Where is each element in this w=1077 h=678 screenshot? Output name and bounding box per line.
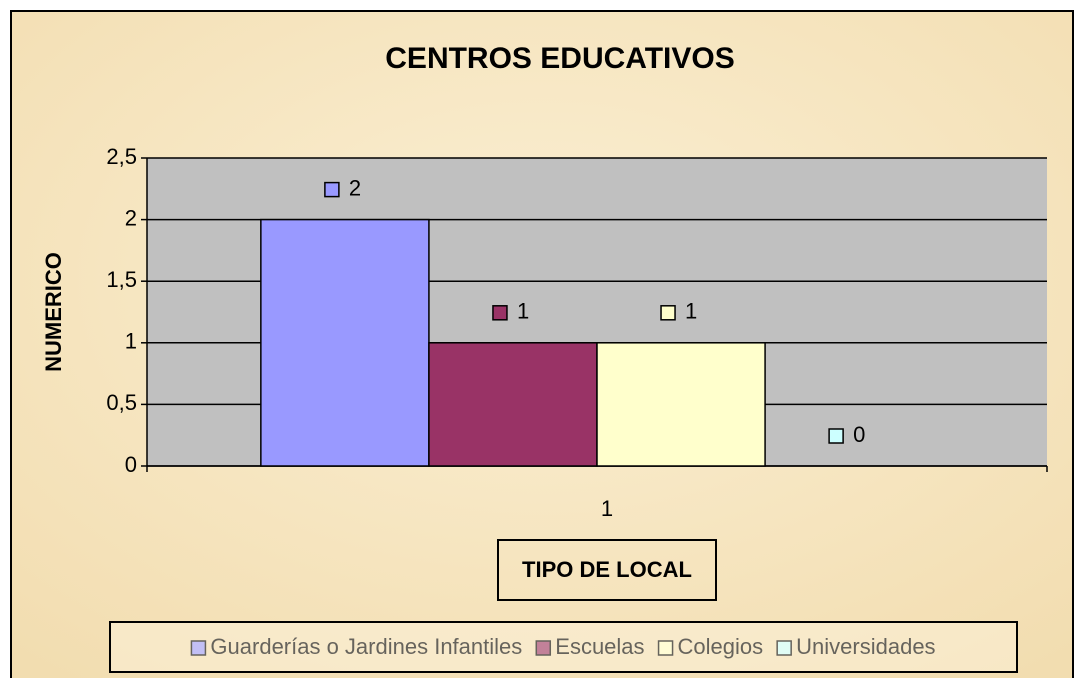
- y-tick-label: 0: [125, 452, 137, 477]
- data-label: 0: [853, 422, 865, 447]
- x-axis-title-box: [497, 539, 717, 601]
- legend-label: Escuelas: [555, 634, 644, 659]
- y-tick-label: 2: [125, 205, 137, 230]
- legend-key: [190, 640, 207, 656]
- y-tick-label: 0,5: [106, 390, 137, 415]
- y-tick-label: 1: [125, 329, 137, 354]
- legend-label: Guarderías o Jardines Infantiles: [210, 634, 522, 659]
- y-tick-label: 1,5: [106, 267, 137, 292]
- marks: 0 0,5 1 1,5 2 2,5 1 2 1 1 0 Guarderías o Jardines I…: [106, 144, 1048, 659]
- data-label: 1: [685, 299, 697, 324]
- data-label-key: [828, 428, 844, 444]
- legend-label: Colegios: [678, 634, 764, 659]
- data-label-key: [660, 305, 676, 321]
- x-tick-label: 1: [601, 496, 613, 521]
- y-axis-title: NUMERICO: [41, 252, 66, 372]
- legend-label: Universidades: [796, 634, 935, 659]
- bar: [428, 342, 598, 467]
- data-label: 1: [517, 299, 529, 324]
- data-label: 2: [349, 175, 361, 200]
- bar: [596, 342, 766, 467]
- data-label-key: [324, 181, 340, 198]
- legend-key: [535, 640, 552, 656]
- legend-key: [657, 640, 674, 656]
- legend: [109, 621, 1018, 673]
- chart-title: CENTROS EDUCATIVOS: [385, 42, 734, 75]
- bar: [260, 218, 430, 467]
- y-tick-label: 2,5: [106, 144, 137, 169]
- data-label-key: [492, 305, 508, 321]
- legend-key: [776, 640, 792, 656]
- x-axis-title: TIPO DE LOCAL: [522, 557, 692, 582]
